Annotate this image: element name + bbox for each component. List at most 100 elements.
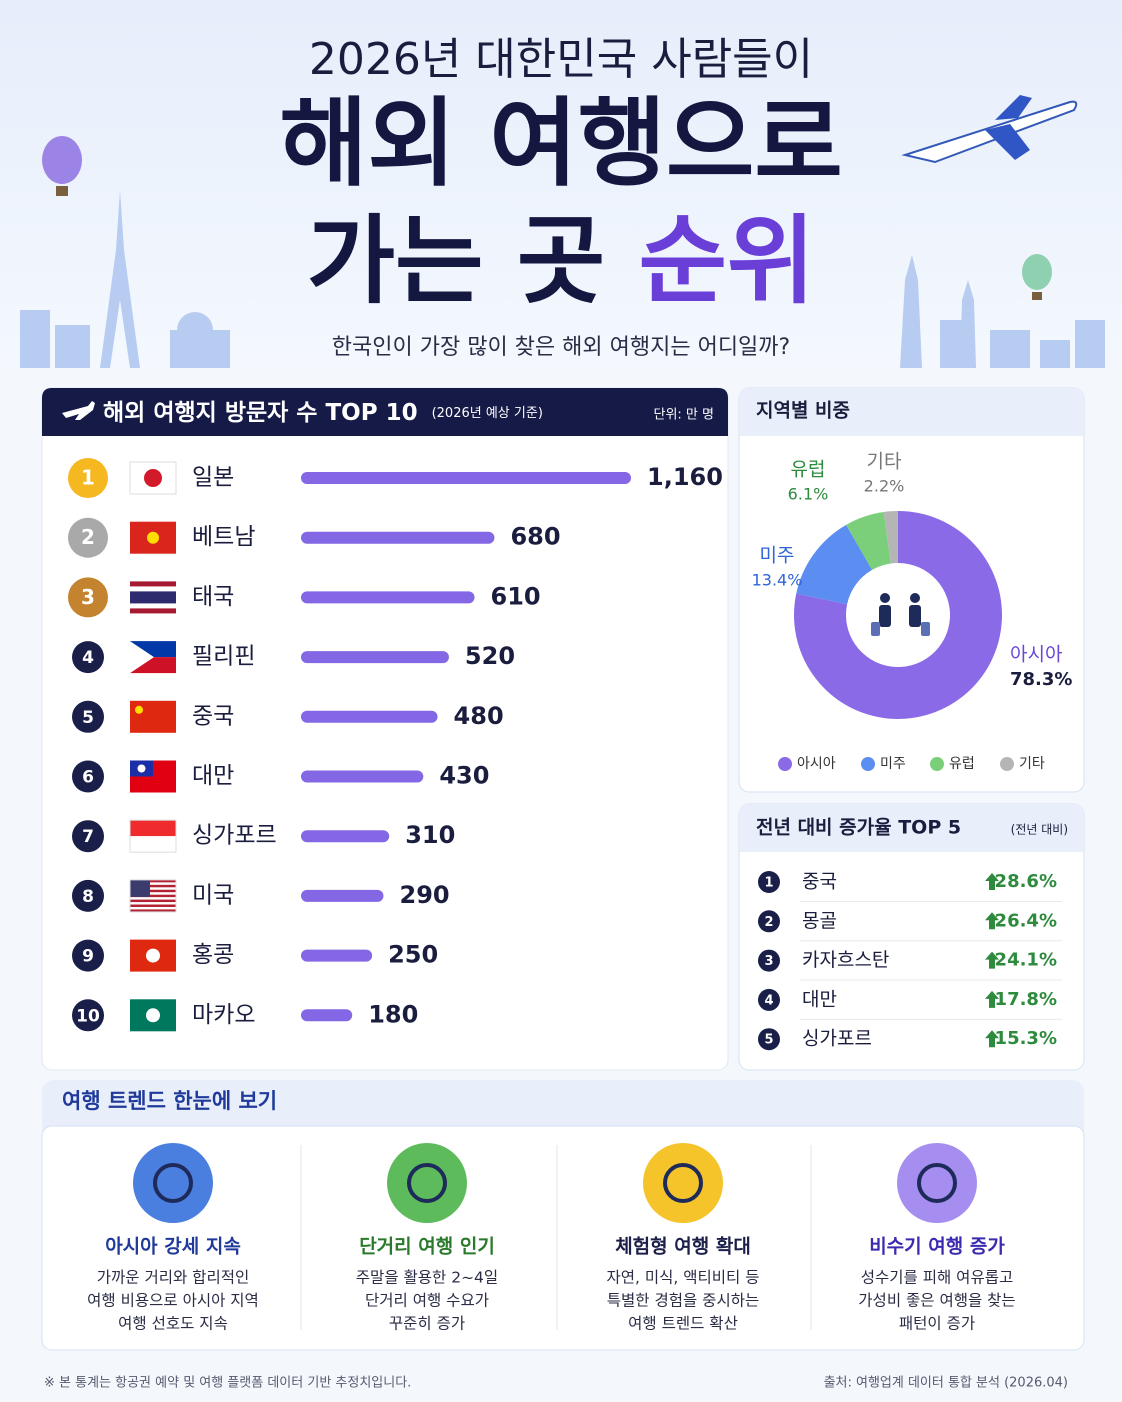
growth-rows: 1 중국 28.6% 2 몽골 26.4% 3 카자흐스탄 24.1% 4 대만 17.8% 5 싱가포르… [758,871,1062,1051]
flag-part [130,904,176,907]
bar [301,830,390,843]
flag-part [147,531,159,544]
country-name: 중국 [192,703,234,729]
flag-part [130,909,176,912]
growth-rank: 4 [764,993,773,1008]
flag [130,581,176,614]
flag [130,939,176,972]
growth-rate: 28.6% [995,871,1057,892]
rank-badge [68,577,108,618]
subtitle: 한국인이 가장 많이 찾은 해외 여행지는 어디일까? [332,335,790,360]
value-label: 1,160 [647,463,723,491]
flag-part [130,899,176,903]
flag [129,461,177,495]
slice-label: 유럽 [791,459,826,481]
rank-number: 1 [81,466,95,490]
country-name: 홍콩 [192,942,234,968]
flag [130,999,176,1032]
rank-number: 6 [82,768,94,788]
skyline-right [900,255,1105,368]
trend-item-title: 단거리 여행 인기 [359,1236,495,1258]
value-label: 480 [454,702,504,730]
flag-part [137,764,146,773]
bar [301,889,384,902]
flag-part [130,879,150,897]
rank-badge [72,700,104,733]
rank-badge [72,939,104,972]
trend-item-text: 성수기를 피해 여유롭고 [861,1269,1013,1287]
trend-item-text: 꾸준히 증가 [389,1315,465,1333]
growth-country: 카자흐스탄 [802,949,889,971]
growth-rank-badge [758,988,780,1011]
up-arrow [985,990,999,1008]
country-name: 대만 [192,763,234,789]
bar-subtitle: (2026년 예상 기준) [432,406,543,421]
header-bg [0,0,1122,370]
slice-label: 미주 [760,545,795,567]
growth-rate: 17.8% [995,989,1057,1010]
bar-row: 1 일본 1,160 [68,458,723,498]
bar-row: 7 싱가포르 310 [72,820,455,853]
rank-number: 5 [82,708,94,728]
trend-item-text: 특별한 경험을 중시하는 [607,1292,759,1310]
growth-rank: 3 [764,954,773,969]
rank-number: 9 [82,947,94,967]
bar-panel-title: 해외 여행지 방문자 수 TOP 10 (2026년 예상 기준) [103,400,543,426]
pie-slice [794,511,1003,720]
flag-border [129,819,177,853]
flag [129,819,177,853]
flag-part [146,948,160,963]
rank-badge [72,999,104,1032]
legend-label: 미주 [880,756,906,772]
pie-panel [738,387,1085,793]
trend-title: 여행 트렌드 한눈에 보기 [62,1089,277,1113]
bar-row: 6 대만 430 [72,760,489,793]
trend-item-title: 비수기 여행 증가 [869,1236,1005,1258]
trend-icon-glyph [153,1163,193,1203]
rank-number: 2 [81,525,95,549]
flag [129,879,177,913]
flag-part [130,700,176,733]
value-label: 310 [405,821,455,849]
flag-part [144,469,162,487]
growth-country: 중국 [802,871,837,893]
rank-badge [68,458,108,498]
up-arrow [985,873,999,890]
growth-title: 전년 대비 증가율 TOP 5 [756,817,961,839]
growth-note: (전년 대비) [1011,823,1068,837]
flag-part [130,591,176,604]
rank-badge [72,760,104,793]
value-label: 430 [439,762,489,790]
flag-part [130,820,176,837]
flag-part [130,889,176,893]
bar-row: 4 필리핀 520 [72,641,515,674]
bar [301,651,449,664]
country-name: 일본 [192,465,234,491]
bar-row: 5 중국 480 [72,700,504,733]
legend-label: 아시아 [797,756,836,772]
pie-panel-header [739,388,1084,436]
growth-rank-badge [758,949,780,972]
growth-rank: 2 [764,915,773,930]
trend-icon [897,1143,977,1223]
country-name: 미국 [192,882,234,908]
legend-swatch [861,757,875,771]
trend-item-text: 패턴이 증가 [899,1315,975,1333]
slice-label: 아시아 [1010,644,1062,666]
flag [130,700,176,733]
trend-item-text: 여행 선호도 지속 [118,1315,228,1333]
bar [301,949,373,962]
trend-item-text: 여행 비용으로 아시아 지역 [87,1292,259,1310]
flag-border [129,879,177,913]
trend-item-text: 가까운 거리와 합리적인 [97,1269,249,1287]
trend-icon-glyph [663,1163,703,1203]
bar-title: 해외 여행지 방문자 수 TOP 10 [103,400,418,426]
flag-part [146,1008,160,1023]
pie-slice [846,511,891,570]
rank-badge [72,820,104,853]
up-arrow [985,912,999,930]
bar-rows: 1 일본 1,160 2 베트남 680 3 태국 610 4 필리핀 520 5 중국 480 6 대만 430… [68,458,723,1032]
flag [130,641,176,674]
plane-icon [62,401,95,420]
